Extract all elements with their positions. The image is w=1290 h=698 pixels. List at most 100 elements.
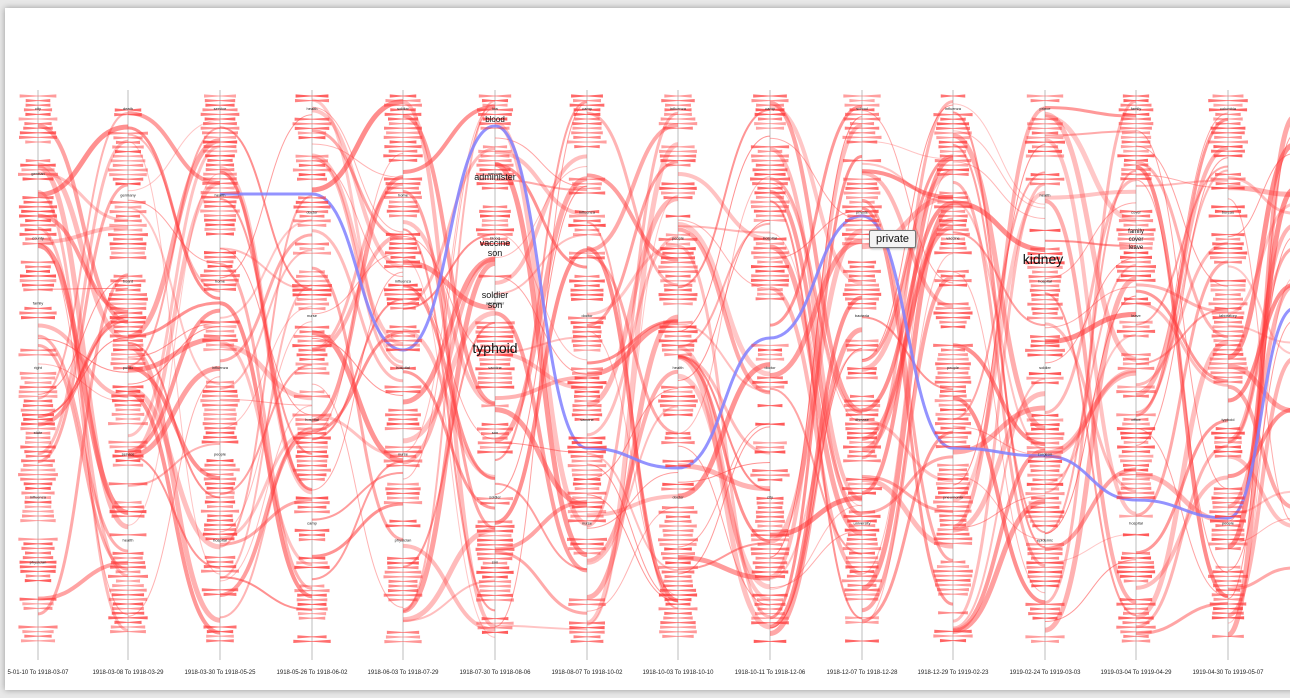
term-node[interactable]: [659, 588, 697, 592]
term-node[interactable]: [570, 514, 604, 518]
term-node[interactable]: [297, 223, 327, 227]
term-node[interactable]: [20, 639, 56, 643]
term-node[interactable]: [1031, 131, 1059, 135]
term-node[interactable]: [1120, 436, 1152, 440]
term-node[interactable]: [110, 159, 146, 163]
term-node[interactable]: [113, 136, 143, 140]
term-node[interactable]: [572, 122, 602, 126]
topic-flow[interactable]: [586, 195, 679, 625]
term-node[interactable]: [481, 617, 509, 621]
term-node[interactable]: [298, 556, 326, 560]
term-node[interactable]: [295, 454, 329, 458]
term-node[interactable]: [935, 316, 971, 320]
term-node[interactable]: [658, 593, 698, 597]
term-node[interactable]: [204, 227, 236, 231]
term-node[interactable]: [573, 219, 601, 223]
term-node[interactable]: [1026, 136, 1064, 140]
term-node[interactable]: [390, 334, 416, 338]
term-node[interactable]: [388, 598, 418, 602]
term-node[interactable]: [569, 626, 605, 630]
topic-flow[interactable]: [769, 200, 863, 620]
term-node[interactable]: [757, 353, 783, 357]
term-node[interactable]: [571, 94, 603, 98]
term-node[interactable]: [298, 616, 326, 620]
term-node[interactable]: [202, 140, 238, 144]
term-node[interactable]: [295, 362, 329, 366]
term-node[interactable]: [568, 191, 606, 195]
term-node[interactable]: [24, 500, 52, 504]
term-node[interactable]: [573, 325, 601, 329]
term-node[interactable]: [1215, 237, 1241, 241]
term-node[interactable]: [113, 556, 143, 560]
term-node[interactable]: [849, 274, 875, 278]
topic-flow[interactable]: [586, 254, 679, 435]
term-node[interactable]: [1215, 172, 1241, 176]
term-node[interactable]: [110, 246, 146, 250]
term-node[interactable]: [751, 621, 789, 625]
term-node[interactable]: [750, 265, 790, 269]
term-node[interactable]: [20, 468, 56, 472]
term-node[interactable]: [659, 404, 697, 408]
term-node[interactable]: [481, 186, 509, 190]
term-node[interactable]: [1119, 209, 1153, 213]
topic-flow[interactable]: [586, 123, 679, 253]
term-node[interactable]: [750, 200, 790, 204]
term-node[interactable]: [658, 565, 698, 569]
topic-flow[interactable]: [677, 227, 771, 395]
term-node[interactable]: [1122, 112, 1150, 116]
term-node[interactable]: [571, 459, 603, 463]
term-node[interactable]: [569, 630, 605, 634]
term-node[interactable]: [756, 103, 784, 107]
term-node[interactable]: [385, 413, 421, 417]
topic-flow[interactable]: [677, 219, 771, 382]
topic-flow[interactable]: [402, 259, 496, 311]
term-node[interactable]: [755, 422, 785, 426]
term-node[interactable]: [1027, 302, 1063, 306]
term-node[interactable]: [205, 186, 235, 190]
term-node[interactable]: [573, 99, 601, 103]
term-node[interactable]: [1025, 432, 1065, 436]
term-node[interactable]: [1122, 422, 1150, 426]
term-node[interactable]: [757, 348, 783, 352]
term-node[interactable]: [1031, 293, 1059, 297]
topic-flow[interactable]: [127, 344, 221, 623]
topic-flow[interactable]: [37, 190, 129, 632]
topic-flow[interactable]: [586, 472, 679, 529]
term-node[interactable]: [659, 542, 697, 546]
topic-flow[interactable]: [37, 164, 129, 530]
term-node[interactable]: [936, 136, 970, 140]
term-node[interactable]: [848, 450, 876, 454]
term-node[interactable]: [384, 126, 422, 130]
term-node[interactable]: [20, 376, 56, 380]
term-node[interactable]: [390, 306, 416, 310]
term-node[interactable]: [1120, 431, 1152, 435]
topic-flow[interactable]: [402, 189, 496, 530]
term-node[interactable]: [846, 477, 878, 481]
term-node[interactable]: [299, 584, 325, 588]
term-node[interactable]: [21, 283, 55, 287]
term-node[interactable]: [574, 376, 600, 380]
term-node[interactable]: [843, 445, 881, 449]
term-node[interactable]: [1210, 126, 1246, 130]
term-node[interactable]: [569, 103, 605, 107]
topic-flow[interactable]: [586, 246, 679, 603]
term-node[interactable]: [1214, 260, 1242, 264]
term-node[interactable]: [845, 620, 879, 624]
term-node[interactable]: [385, 445, 421, 449]
term-node[interactable]: [205, 385, 235, 389]
term-node[interactable]: [21, 209, 55, 213]
term-node[interactable]: [1213, 320, 1243, 324]
term-node[interactable]: [389, 325, 417, 329]
term-node[interactable]: [108, 616, 148, 620]
term-node[interactable]: [574, 117, 600, 121]
term-node[interactable]: [938, 214, 968, 218]
term-node[interactable]: [1030, 607, 1060, 611]
term-node[interactable]: [848, 279, 876, 283]
term-node[interactable]: [1212, 611, 1244, 615]
term-node[interactable]: [848, 524, 876, 528]
term-node[interactable]: [1025, 154, 1065, 158]
term-node[interactable]: [1031, 307, 1059, 311]
topic-flow[interactable]: [402, 257, 496, 638]
term-node[interactable]: [845, 427, 879, 431]
term-node[interactable]: [753, 246, 787, 250]
